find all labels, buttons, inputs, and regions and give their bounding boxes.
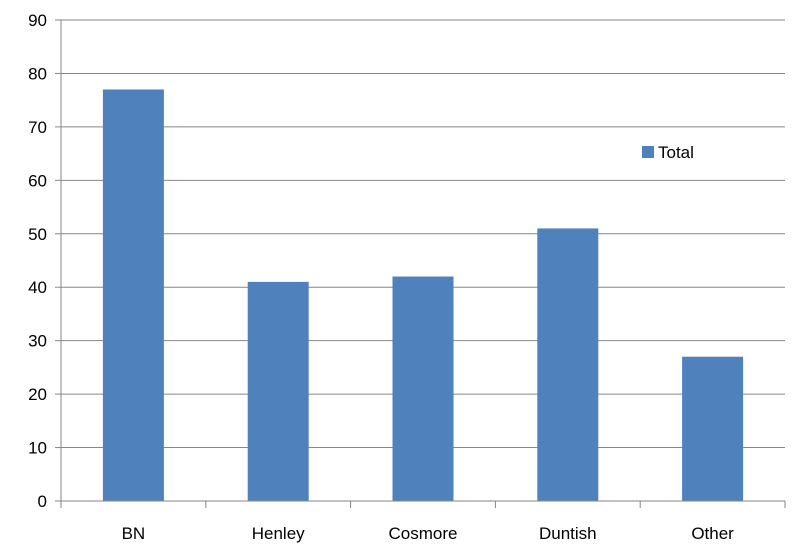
x-tick-label: Henley [252, 524, 305, 543]
y-tick-label: 70 [28, 118, 47, 137]
y-tick-label: 50 [28, 225, 47, 244]
y-tick-label: 20 [28, 385, 47, 404]
y-tick-label: 60 [28, 171, 47, 190]
bar [247, 281, 309, 501]
bar [537, 228, 599, 501]
x-tick-label: Other [691, 524, 734, 543]
legend-swatch [642, 146, 654, 158]
gridlines [61, 19, 785, 449]
bar [392, 276, 454, 501]
bar [102, 89, 164, 501]
y-tick-label: 30 [28, 332, 47, 351]
legend: Total [642, 143, 694, 162]
y-tick-label: 80 [28, 64, 47, 83]
legend-label: Total [658, 143, 694, 162]
x-tick-label: Duntish [539, 524, 597, 543]
y-tick-label: 10 [28, 439, 47, 458]
x-tick-labels: BN Henley Cosmore Duntish Other [122, 524, 735, 543]
y-tick-labels: 0 10 20 30 40 50 60 70 80 90 [28, 11, 47, 511]
y-tick-label: 40 [28, 278, 47, 297]
x-tick-label: BN [122, 524, 146, 543]
y-tick-label: 0 [38, 492, 47, 511]
bar [682, 356, 744, 501]
y-tick-label: 90 [28, 11, 47, 30]
bars [102, 89, 744, 501]
axes [55, 19, 786, 508]
x-tick-label: Cosmore [389, 524, 458, 543]
